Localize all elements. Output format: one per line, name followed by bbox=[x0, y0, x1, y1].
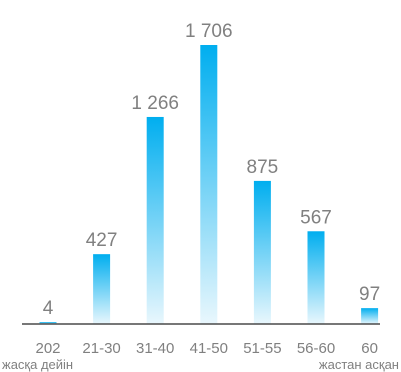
bar-56-60 bbox=[307, 231, 325, 324]
bar-21-30 bbox=[93, 254, 111, 324]
value-label: 4 bbox=[43, 298, 54, 319]
value-label: 427 bbox=[86, 230, 118, 251]
x-tick-label: 60 bbox=[361, 340, 378, 357]
x-tick-label: 31-40 bbox=[136, 340, 174, 357]
x-tick-sublabel: жастан асқан bbox=[319, 357, 399, 372]
bar-41-50 bbox=[200, 45, 218, 324]
x-tick-label: 41-50 bbox=[190, 340, 228, 357]
value-label: 567 bbox=[300, 207, 332, 228]
value-label: 97 bbox=[359, 284, 380, 305]
x-tick-sublabel: жасқа дейін bbox=[2, 357, 73, 372]
x-tick-label: 56-60 bbox=[297, 340, 335, 357]
value-label: 1 706 bbox=[185, 21, 233, 42]
x-tick-label: 51-55 bbox=[243, 340, 281, 357]
bar-60 bbox=[361, 308, 379, 324]
bars-group bbox=[39, 45, 379, 324]
value-label: 875 bbox=[247, 157, 279, 178]
x-tick-label: 21-30 bbox=[82, 340, 120, 357]
bar-51-55 bbox=[253, 180, 271, 324]
x-tick-label: 202 bbox=[35, 340, 60, 357]
value-label: 1 266 bbox=[131, 93, 179, 114]
bar-31-40 bbox=[146, 116, 164, 324]
bar-202 bbox=[39, 322, 57, 324]
